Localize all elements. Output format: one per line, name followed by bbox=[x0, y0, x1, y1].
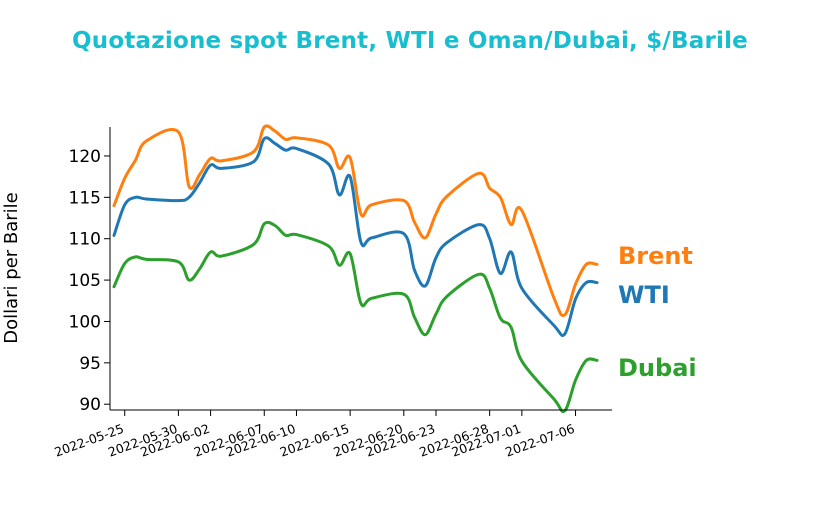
series-line-wti bbox=[112, 136, 599, 338]
y-tick-label: 110 bbox=[69, 230, 101, 250]
chart-title: Quotazione spot Brent, WTI e Oman/Dubai,… bbox=[72, 28, 748, 54]
series-label-wti: WTI bbox=[618, 281, 670, 309]
y-tick-label: 90 bbox=[79, 395, 101, 415]
y-tick-label: 100 bbox=[69, 312, 101, 332]
series-layer bbox=[112, 124, 599, 414]
y-tick-label: 115 bbox=[69, 188, 101, 208]
series-label-brent: Brent bbox=[618, 242, 693, 270]
series-line-brent bbox=[112, 124, 599, 318]
y-tick-label: 95 bbox=[79, 354, 101, 374]
series-line-dubai bbox=[112, 220, 599, 414]
y-tick-label: 120 bbox=[69, 147, 101, 167]
axes-layer: 90951001051101151202022-05-252022-05-302… bbox=[52, 127, 612, 460]
series-labels: Brent WTI Dubai bbox=[618, 242, 697, 382]
y-axis-title: Dollari per Barile bbox=[1, 192, 22, 344]
y-tick-label: 105 bbox=[69, 271, 101, 291]
series-label-dubai: Dubai bbox=[618, 354, 697, 382]
